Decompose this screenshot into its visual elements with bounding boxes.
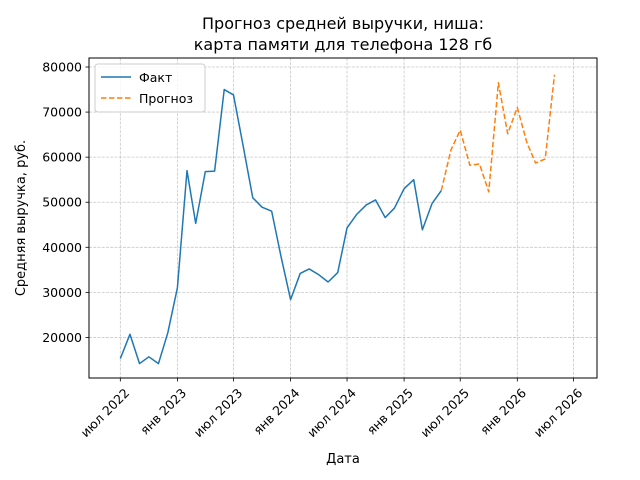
y-tick-label: 80000 [42,60,82,75]
x-tick-label: янв 2023 [137,385,189,437]
x-axis: июл 2022 янв 2023 июл 2023 янв 2024 июл 2024… [77,378,585,440]
y-tick-label: 50000 [42,195,82,210]
y-tick-label: 40000 [42,240,82,255]
y-tick-label: 20000 [42,330,82,345]
chart-title-line-2: карта памяти для телефона 128 гб [194,35,493,54]
legend-frame [94,63,206,113]
legend: Факт Прогноз [94,63,206,113]
x-tick-label: янв 2025 [364,385,416,437]
legend-label-fact: Факт [139,70,172,85]
y-tick-label: 70000 [42,105,82,120]
y-axis: 20000 30000 40000 50000 60000 70000 80000 [42,60,89,345]
y-tick-label: 30000 [42,285,82,300]
x-tick-label: июл 2022 [77,385,132,440]
series-line-forecast [440,74,556,193]
chart-title-line-1: Прогноз средней выручки, ниша: [202,14,484,33]
y-tick-label: 60000 [42,150,82,165]
x-tick-label: июл 2026 [531,385,586,440]
plot-frame [88,57,598,379]
legend-label-forecast: Прогноз [139,91,193,106]
x-tick-label: янв 2024 [250,385,302,437]
y-axis-label: Средняя выручка, руб. [14,140,29,296]
x-tick-label: июл 2024 [304,385,359,440]
series-line-fact [119,88,442,365]
series-layer [119,74,556,365]
x-tick-label: июл 2025 [417,385,472,440]
x-tick-label: янв 2026 [477,385,529,437]
x-tick-label: июл 2023 [191,385,246,440]
x-axis-label: Дата [326,452,360,467]
